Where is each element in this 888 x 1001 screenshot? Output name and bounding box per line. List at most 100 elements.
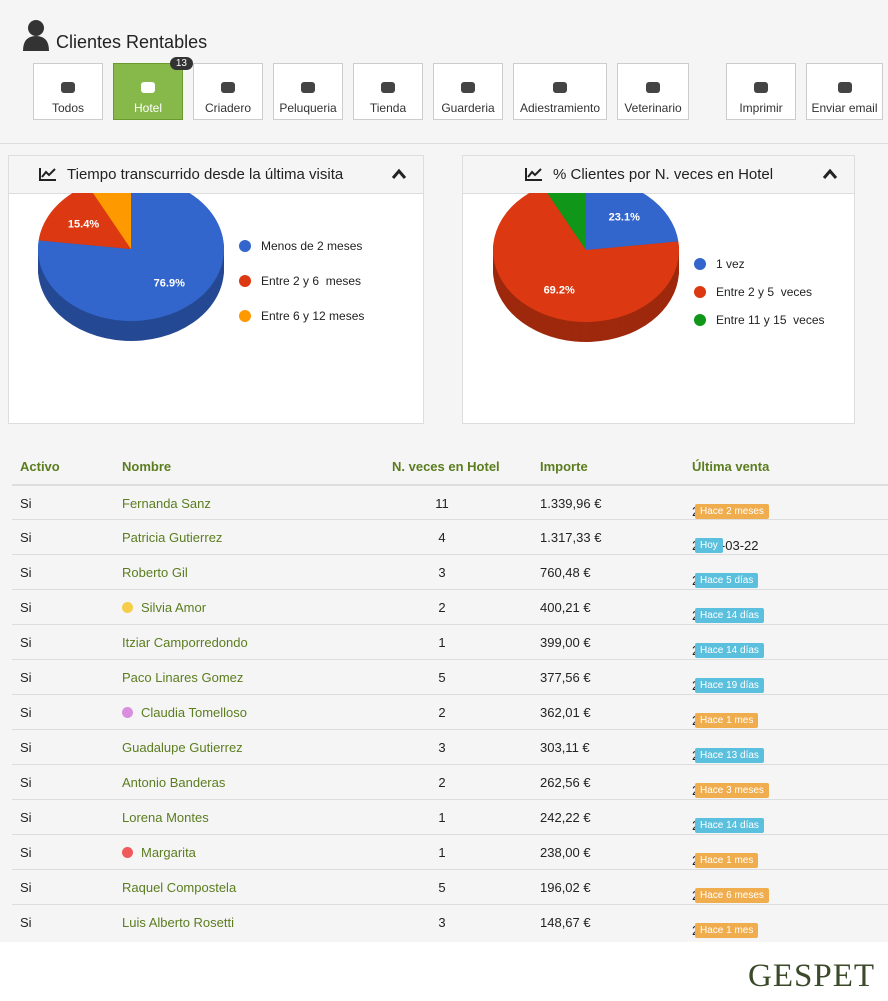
icon-shape [553,82,567,93]
age-badge: Hace 5 días [695,573,759,588]
toolbar-button[interactable]: Enviar email [806,63,883,120]
client-name[interactable]: Fernanda Sanz [122,496,211,511]
status-dot [122,847,133,858]
table-row: Si Patricia Gutierrez 4 1.317,33 €2023-03-2… [12,519,888,554]
client-name[interactable]: Luis Alberto Rosetti [122,915,235,930]
activo-cell: Si [20,670,32,685]
age-badge: Hace 1 mes [695,713,759,728]
amount-cell: 196,02 € [540,880,591,895]
pie-slice [547,193,586,250]
client-name[interactable]: Margarita [141,845,196,860]
amount-cell: 262,56 € [540,775,591,790]
column-header[interactable]: N. veces en Hotel [392,459,500,474]
icon-shape [837,82,852,93]
icon-shape [301,82,315,93]
amount-cell: 148,67 € [540,915,591,930]
legend-marker [239,310,251,322]
client-name[interactable]: Itziar Camporredondo [122,635,248,650]
button-icon [301,82,315,93]
collapse-button[interactable] [822,168,838,180]
age-badge: Hace 14 días [695,608,764,623]
age-badge: Hoy [695,538,723,553]
visits-cell: 1 [438,635,446,650]
toolbar-button[interactable]: Guarderia [433,63,503,120]
pie-slice [493,193,679,322]
activo-cell: Si [20,845,32,860]
chart-title: % Clientes por N. veces en Hotel [553,166,774,183]
legend-marker [239,275,251,287]
page-title: Clientes Rentables [56,32,208,52]
activo-cell: Si [20,915,32,930]
age-badge: Hace 3 meses [695,783,769,798]
visits-cell: 3 [438,915,446,930]
column-header[interactable]: Importe [540,459,588,474]
data-label: 69.2% [544,285,575,297]
logo: GESPET [748,958,876,994]
activo-cell: Si [20,705,32,720]
client-name[interactable]: Roberto Gil [122,565,188,580]
collapse-button[interactable] [391,168,407,180]
legend-label: Entre 2 y 5 veces [716,285,812,299]
column-header[interactable]: Nombre [122,459,172,474]
table-header: Activo Nombre N. veces en Hotel Importe Últi… [12,448,888,484]
amount-cell: 1.339,96 € [540,496,602,511]
column-header[interactable]: Activo [20,459,60,474]
toolbar-button[interactable]: Peluqueria [273,63,343,120]
icon-shape [141,82,155,93]
column-header[interactable]: Última venta [692,459,770,474]
activo-cell: Si [20,600,32,615]
button-icon [141,82,155,93]
client-name[interactable]: Paco Linares Gomez [122,670,244,685]
status-dot [122,707,133,718]
button-label: Imprimir [739,101,783,115]
activo-cell: Si [20,565,32,580]
button-label: Criadero [204,101,252,115]
visits-cell: 1 [438,810,446,825]
age-badge: Hace 14 días [695,643,764,658]
toolbar-button[interactable]: Tienda [353,63,423,120]
amount-cell: 760,48 € [540,565,591,580]
icon-shape [461,82,475,93]
toolbar-button[interactable]: Todos [33,63,103,120]
client-name[interactable]: Antonio Banderas [122,775,226,790]
visits-cell: 2 [438,705,446,720]
legend-marker [694,258,706,270]
amount-cell: 242,22 € [540,810,591,825]
age-badge: Hace 2 meses [695,504,769,519]
client-name[interactable]: Raquel Compostela [122,880,237,895]
button-label: Hotel [133,101,162,115]
button-label: Tienda [369,101,407,115]
client-name[interactable]: Claudia Tomelloso [141,705,247,720]
age-badge: Hace 19 días [695,678,764,693]
client-name[interactable]: Patricia Gutierrez [122,530,223,545]
data-label: 76.9% [154,277,185,289]
data-label: 23.1% [609,212,640,224]
icon-shape [646,82,660,93]
button-icon [837,82,852,93]
toolbar-button[interactable]: Imprimir [726,63,796,120]
client-name[interactable]: Guadalupe Gutierrez [122,740,243,755]
toolbar-button[interactable]: Adiestramiento [513,63,607,120]
pie-slice [586,193,679,250]
toolbar-button[interactable]: Veterinario [617,63,689,120]
toolbar-button[interactable]: Hotel 13 [113,57,193,120]
age-badge: Hace 1 mes [695,853,759,868]
client-name[interactable]: Silvia Amor [141,600,207,615]
legend-label: Entre 11 y 15 veces [716,313,825,327]
button-icon [61,82,75,93]
chart-icon [525,168,542,181]
visits-cell: 4 [438,530,446,545]
pie-chart: 76.9% Menos de 2 meses 15.4% Entre 2 y 6 me… [38,193,364,341]
button-icon [461,82,475,93]
amount-cell: 399,00 € [540,635,591,650]
client-name[interactable]: Lorena Montes [122,810,209,825]
pie-slice [38,193,224,321]
activo-cell: Si [20,880,32,895]
toolbar-button[interactable]: Criadero [193,63,263,120]
